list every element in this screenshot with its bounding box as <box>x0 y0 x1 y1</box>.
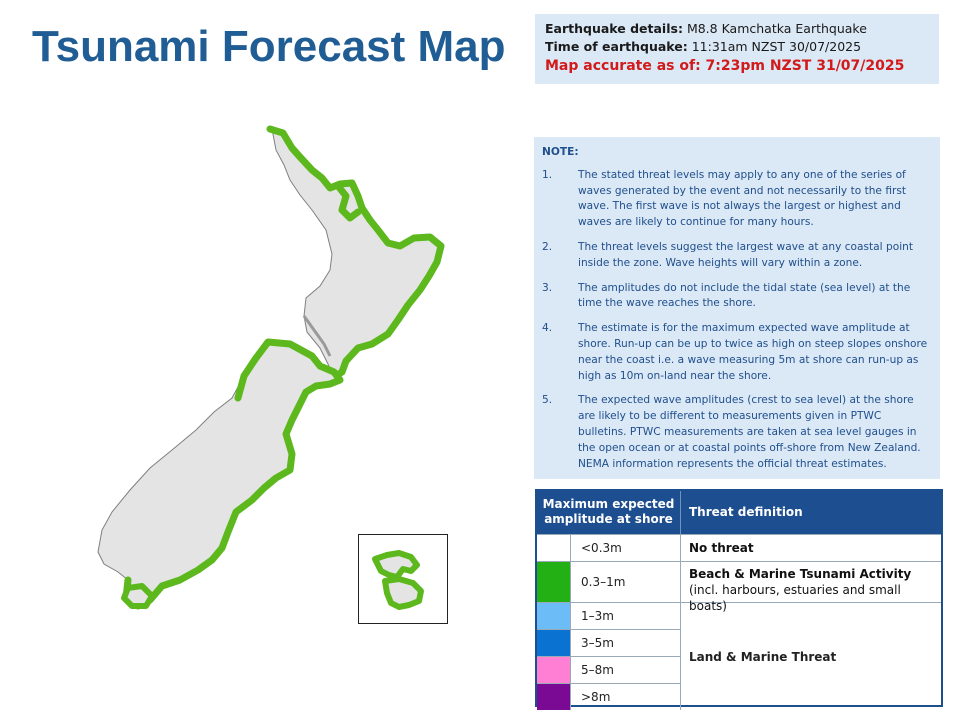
note-number: 4. <box>542 322 553 335</box>
legend-swatch-green <box>537 562 571 602</box>
legend-amplitude: 3–5m <box>581 636 614 650</box>
chatham-islands-map <box>372 550 424 610</box>
note-item: 1. The stated threat levels may apply to… <box>542 168 930 231</box>
note-text: The estimate is for the maximum expected… <box>578 322 928 382</box>
legend-amplitude: >8m <box>581 690 611 704</box>
legend-definition-land-marine: Land & Marine Threat <box>689 649 837 664</box>
legend-amplitude: 5–8m <box>581 663 614 677</box>
legend-land-marine-amplitudes: 1–3m 3–5m 5–8m >8m <box>537 603 681 710</box>
note-item: 3. The amplitudes do not include the tid… <box>542 281 930 313</box>
north-island-land <box>271 128 442 379</box>
legend-amplitude: <0.3m <box>571 535 681 561</box>
pitt-island-land <box>382 576 424 610</box>
north-island-threat-coast <box>266 125 445 382</box>
legend-definition: No threat <box>689 541 754 555</box>
note-item: 2. The threat levels suggest the largest… <box>542 240 930 272</box>
legend-land-marine-group: 1–3m 3–5m 5–8m >8m Land & Marine Threat <box>537 602 941 710</box>
legend-row-beach-marine: 0.3–1m Beach & Marine Tsunami Activity (… <box>537 561 941 613</box>
legend-definition-rest: (incl. harbours, estuaries and small boa… <box>689 583 901 613</box>
note-number: 1. <box>542 168 553 181</box>
legend-row: 3–5m <box>537 629 680 656</box>
earthquake-time-value: 11:31am NZST 30/07/2025 <box>691 39 862 54</box>
threat-legend-table: Maximum expected amplitude at shore Thre… <box>535 489 943 710</box>
coromandel-threat-coast <box>334 182 362 222</box>
north-island-west-coast <box>302 315 332 357</box>
note-text: The expected wave amplitudes (crest to s… <box>578 394 921 470</box>
legend-definition-bold: Beach & Marine Tsunami Activity <box>689 567 912 581</box>
notes-title: NOTE: <box>542 146 579 158</box>
note-text: The threat levels suggest the largest wa… <box>578 240 914 269</box>
notes-box: NOTE: 1. The stated threat levels may ap… <box>534 137 940 479</box>
legend-amplitude: 1–3m <box>581 609 614 623</box>
south-island-threat-coast <box>122 338 344 610</box>
note-number: 2. <box>542 240 553 253</box>
note-text: The amplitudes do not include the tidal … <box>578 281 911 310</box>
stewart-island-land <box>121 583 155 609</box>
note-item: 4. The estimate is for the maximum expec… <box>542 321 930 384</box>
new-zealand-map <box>97 125 445 610</box>
legend-amplitude: 0.3–1m <box>571 562 681 602</box>
earthquake-details-line: Earthquake details: M8.8 Kamchatka Earth… <box>545 20 929 38</box>
legend-swatch-pink <box>537 657 571 683</box>
legend-row: >8m <box>537 683 680 710</box>
page-title: Tsunami Forecast Map <box>32 22 506 71</box>
legend-definition-beach: Beach & Marine Tsunami Activity (incl. h… <box>681 562 941 613</box>
map-accurate-as-of: Map accurate as of: 7:23pm NZST 31/07/20… <box>545 58 905 74</box>
legend-swatch-purple <box>537 684 571 710</box>
legend-swatch-blue <box>537 630 571 656</box>
legend-row-no-threat: <0.3m No threat <box>537 534 941 561</box>
legend-header-definition: Threat definition <box>689 505 803 519</box>
earthquake-details-label: Earthquake details: <box>545 21 683 36</box>
chatham-island-land <box>372 550 420 580</box>
earthquake-time-line: Time of earthquake: 11:31am NZST 30/07/2… <box>545 38 929 56</box>
legend-row: 5–8m <box>537 656 680 683</box>
south-island-land <box>97 341 341 607</box>
legend-swatch-light-blue <box>537 603 571 629</box>
note-number: 3. <box>542 281 553 294</box>
legend-header-amplitude: Maximum expected amplitude at shore <box>537 491 681 534</box>
note-number: 5. <box>542 394 553 407</box>
legend-swatch-white <box>537 535 571 561</box>
note-item: 5. The expected wave amplitudes (crest t… <box>542 393 930 472</box>
earthquake-details-value: M8.8 Kamchatka Earthquake <box>686 21 867 36</box>
legend-row: 1–3m <box>537 603 680 629</box>
earthquake-details-box: Earthquake details: M8.8 Kamchatka Earth… <box>535 14 939 84</box>
chatham-islands-inset <box>358 534 448 624</box>
note-text: The stated threat levels may apply to an… <box>578 168 907 229</box>
earthquake-time-label: Time of earthquake: <box>545 39 688 54</box>
legend-header: Maximum expected amplitude at shore Thre… <box>537 491 941 534</box>
